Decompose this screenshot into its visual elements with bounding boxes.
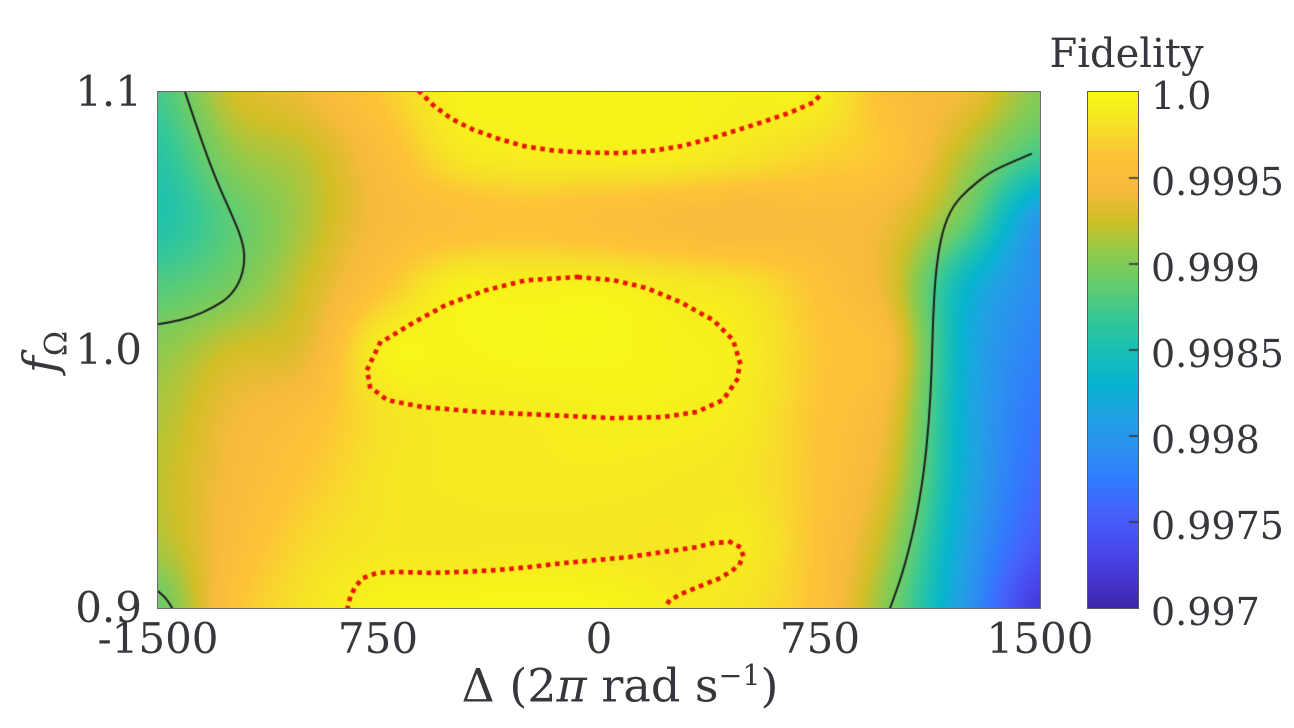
colorbar-title: Fidelity — [1049, 31, 1204, 77]
colorbar-tick-label: 0.997 — [1151, 590, 1260, 634]
y-axis-label-sub: Ω — [39, 330, 75, 357]
colorbar-tick-label: 0.998 — [1151, 418, 1260, 462]
x-axis-label-pre: Δ (2 — [461, 658, 557, 713]
y-tick-label: 0.9 — [75, 583, 142, 632]
colorbar-tick-label: 0.9975 — [1151, 504, 1284, 548]
colorbar-canvas — [1088, 92, 1138, 608]
x-tick-label: -1500 — [97, 614, 219, 663]
x-tick-label: 750 — [337, 614, 419, 663]
y-tick-label: 1.1 — [75, 67, 142, 116]
colorbar — [1087, 91, 1139, 609]
plot-area — [157, 91, 1041, 609]
y-tick-label: 1.0 — [75, 325, 142, 374]
x-axis-label-post: ) — [760, 658, 779, 713]
colorbar-tick-label: 0.9995 — [1151, 160, 1284, 204]
y-axis-label: fΩ — [13, 330, 75, 373]
x-axis-label: Δ (2π rad s−1) — [400, 660, 840, 711]
x-axis-label-mid: rad s — [586, 658, 719, 713]
x-axis-label-exponent: −1 — [718, 659, 761, 692]
pi-symbol: π — [556, 658, 587, 713]
x-tick-label: 1500 — [986, 614, 1094, 663]
x-tick-label: 0 — [585, 614, 613, 663]
x-tick-label: 750 — [779, 614, 861, 663]
y-axis-label-main: f — [13, 356, 68, 374]
colorbar-tick-label: 0.999 — [1151, 246, 1260, 290]
heatmap-canvas — [158, 92, 1040, 608]
colorbar-tick-label: 1.0 — [1151, 74, 1212, 118]
colorbar-tick-label: 0.9985 — [1151, 332, 1284, 376]
